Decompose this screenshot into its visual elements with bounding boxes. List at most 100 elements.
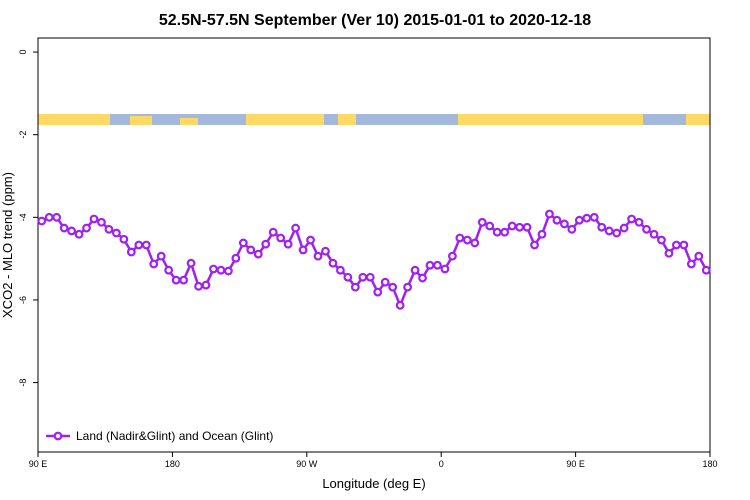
data-point	[134, 240, 144, 250]
data-point	[552, 215, 562, 225]
data-point	[574, 215, 584, 225]
legend-marker	[53, 431, 63, 441]
land-segment	[686, 114, 710, 125]
data-point	[612, 228, 622, 238]
data-point	[111, 228, 121, 238]
data-point	[179, 275, 189, 285]
x-tick-label: 90 W	[296, 459, 318, 469]
data-point	[313, 251, 323, 261]
data-point	[492, 227, 502, 237]
ocean-strip	[38, 114, 710, 125]
data-point	[261, 239, 271, 249]
data-point	[649, 229, 659, 239]
data-point	[485, 221, 495, 231]
data-point	[500, 227, 510, 237]
data-point	[440, 264, 450, 274]
data-point	[126, 247, 136, 257]
data-point	[298, 245, 308, 255]
legend-label: Land (Nadir&Glint) and Ocean (Glint)	[76, 429, 273, 443]
land-segment	[246, 114, 324, 125]
y-tick-label: -8	[18, 379, 28, 387]
data-point	[268, 227, 278, 237]
data-point	[657, 235, 666, 245]
data-point	[462, 235, 472, 245]
data-point	[231, 253, 241, 263]
data-point	[403, 282, 413, 292]
data-point	[619, 223, 629, 233]
chart-title: 52.5N-57.5N September (Ver 10) 2015-01-0…	[159, 12, 591, 29]
y-tick-label: -2	[18, 131, 28, 139]
data-point	[515, 222, 524, 232]
data-point	[82, 223, 91, 233]
y-tick-label: -6	[18, 296, 28, 304]
data-point	[694, 251, 704, 261]
data-point	[679, 240, 689, 250]
data-point	[343, 272, 353, 282]
x-tick-label: 180	[165, 459, 180, 469]
data-point	[642, 224, 651, 234]
data-point	[194, 281, 203, 291]
data-point	[545, 209, 554, 219]
x-axis-label: Longitude (deg E)	[322, 476, 425, 491]
data-point	[44, 212, 54, 222]
data-point	[141, 240, 151, 250]
data-point	[67, 226, 76, 236]
data-point	[89, 214, 99, 224]
data-point	[365, 272, 375, 282]
data-point	[291, 223, 301, 233]
data-point	[350, 282, 360, 292]
data-point	[686, 259, 696, 269]
data-point	[149, 259, 159, 269]
x-tick-label: 180	[702, 459, 717, 469]
data-point	[171, 275, 181, 285]
data-point	[395, 300, 405, 310]
data-point	[604, 226, 614, 236]
data-point	[321, 246, 330, 256]
data-point	[373, 287, 383, 297]
data-point	[418, 273, 427, 283]
data-point	[664, 248, 674, 258]
data-point	[253, 249, 263, 259]
data-point	[201, 280, 211, 290]
y-axis-label: XCO2 - MLO trend (ppm)	[0, 172, 15, 318]
data-point	[306, 235, 315, 245]
data-point	[522, 222, 532, 232]
data-point	[209, 264, 218, 274]
data-point	[216, 265, 226, 275]
data-point	[380, 277, 390, 287]
data-point	[634, 217, 644, 227]
data-point	[276, 233, 286, 243]
data-point	[701, 265, 711, 275]
data-point	[433, 260, 442, 270]
data-point	[448, 251, 457, 261]
y-tick-label: 0	[18, 50, 28, 55]
data-point	[470, 238, 480, 248]
data-point	[507, 221, 517, 231]
land-segment	[338, 114, 356, 125]
land-ocean-strip	[38, 114, 710, 125]
data-point	[238, 238, 248, 248]
data-point	[119, 234, 129, 244]
data-point	[477, 217, 487, 227]
data-point	[410, 265, 420, 275]
data-point	[52, 212, 62, 222]
data-point	[425, 260, 435, 270]
data-point	[223, 266, 233, 276]
data-point	[246, 245, 256, 255]
land-segment	[130, 116, 152, 125]
y-tick-label: -4	[18, 213, 28, 221]
data-point	[567, 224, 577, 234]
data-point	[358, 272, 368, 282]
data-point	[388, 282, 398, 292]
x-tick-label: 90 E	[566, 459, 585, 469]
data-point	[560, 219, 569, 229]
data-point	[530, 240, 539, 250]
data-point	[104, 224, 114, 234]
x-tick-label: 0	[439, 459, 444, 469]
data-point	[672, 240, 681, 250]
plot-frame	[37, 37, 711, 453]
data-point	[582, 213, 592, 223]
x-tick-label: 90 E	[29, 459, 48, 469]
